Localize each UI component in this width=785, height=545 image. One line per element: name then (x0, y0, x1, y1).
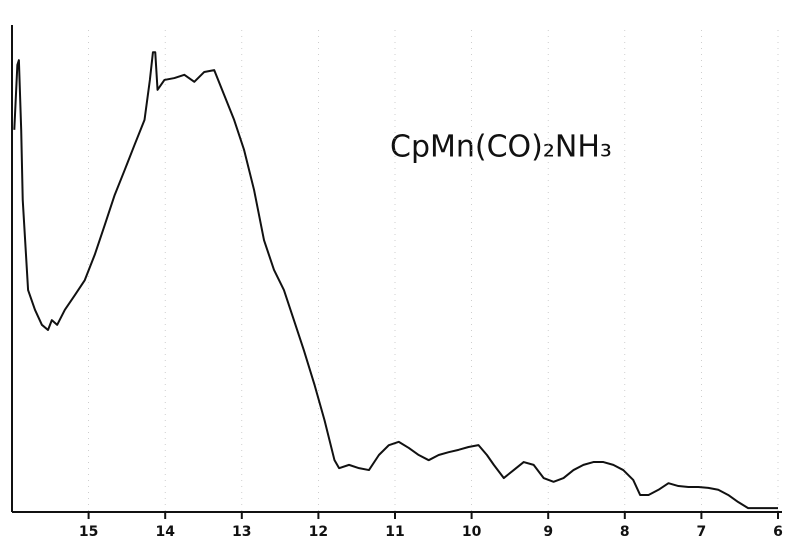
x-tick-label: 6 (773, 524, 783, 540)
x-tick-label: 12 (309, 524, 328, 540)
x-tick-label: 11 (385, 524, 404, 540)
annotation: CpMn(CO)₂NH₃ (390, 130, 612, 165)
x-tick-label: 8 (620, 524, 630, 540)
x-tick-label: 13 (232, 524, 251, 540)
x-tick-label: 14 (155, 524, 175, 540)
x-tick-label: 9 (543, 524, 553, 540)
x-tick-label: 10 (462, 524, 482, 540)
x-tick-label: 15 (79, 524, 98, 540)
spectrum-line (13, 51, 778, 510)
x-tick-label: 7 (697, 524, 707, 540)
